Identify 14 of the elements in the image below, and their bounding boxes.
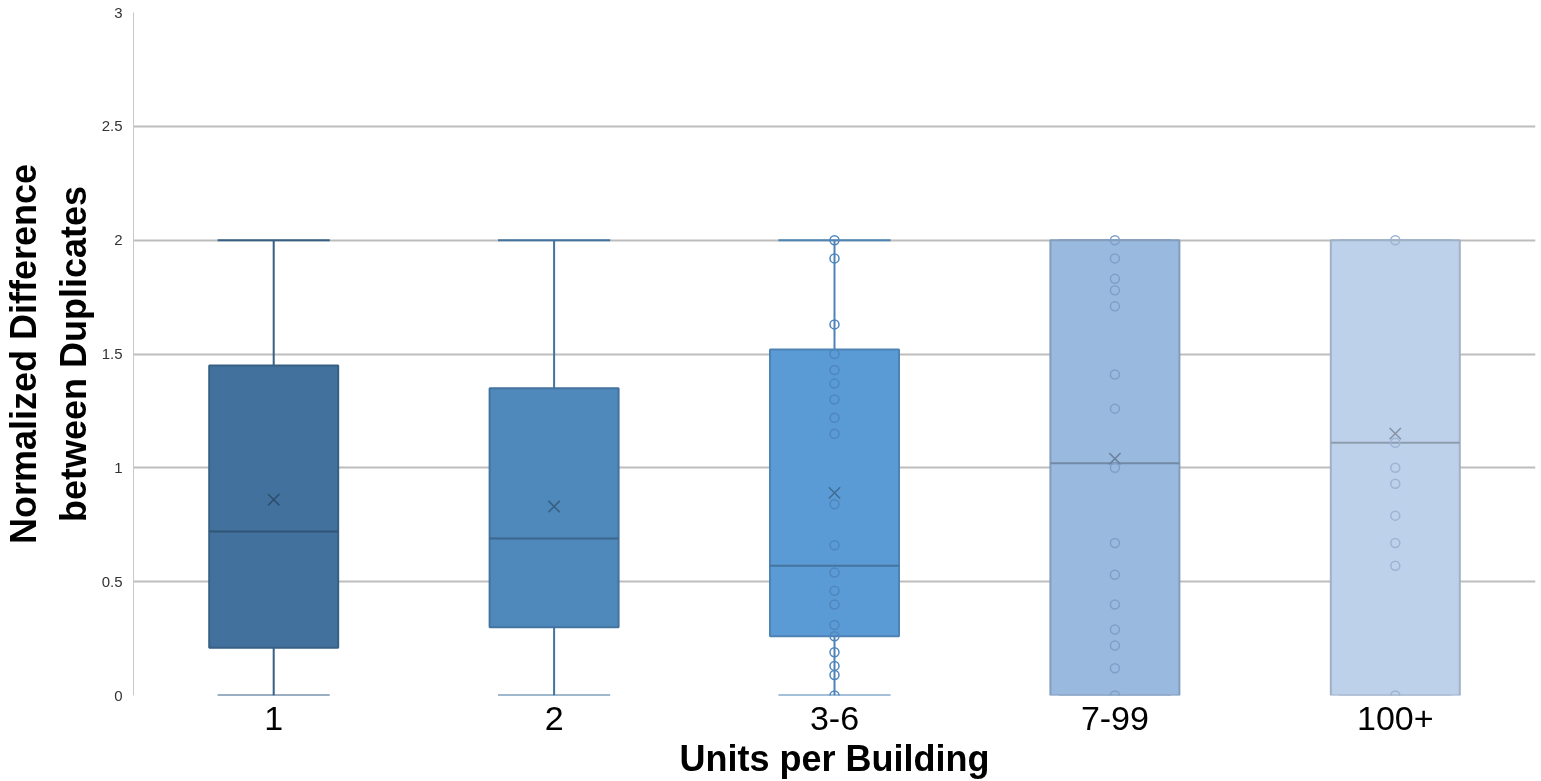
y-tick-label: 0 [114, 686, 123, 704]
y-tick-label: 2.5 [101, 117, 123, 135]
x-tick-label: 2 [544, 698, 564, 737]
y-tick-label: 1 [114, 458, 123, 476]
x-tick-label: 7-99 [1080, 698, 1149, 737]
x-tick-label: 100+ [1357, 698, 1434, 737]
x-axis-title: Units per Building [679, 737, 990, 779]
y-tick-label: 0.5 [101, 572, 123, 590]
y-tick-label: 3 [114, 3, 123, 21]
y-tick-label: 1.5 [101, 345, 123, 362]
x-tick-label: 1 [264, 698, 284, 737]
y-tick-label: 2 [114, 231, 123, 249]
y-axis-title: Normalized Difference between Duplicates [3, 163, 94, 545]
x-tick-label: 3-6 [809, 698, 860, 737]
